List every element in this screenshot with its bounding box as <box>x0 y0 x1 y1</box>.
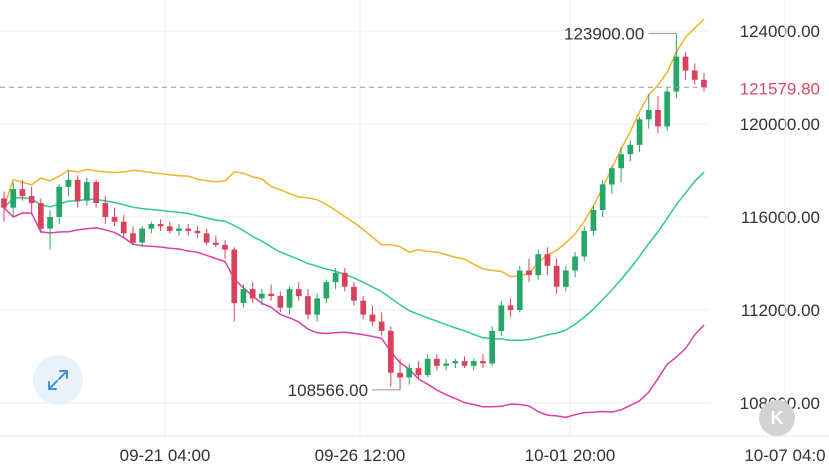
candle-body <box>599 184 606 210</box>
candle-body <box>277 296 284 308</box>
candle-body <box>240 289 247 303</box>
candle-body <box>590 210 597 231</box>
candle-body <box>498 305 505 331</box>
candle-body <box>295 289 302 297</box>
bollinger-middle-line <box>3 171 705 342</box>
candle-body <box>360 300 367 315</box>
candle-body <box>682 56 689 71</box>
candle-body <box>470 361 477 366</box>
candle-body <box>93 182 99 203</box>
candle-body <box>148 224 155 229</box>
candle-body <box>664 91 670 127</box>
current-price-label: 121579.80 <box>740 79 820 98</box>
candle-body <box>185 228 192 231</box>
candle-body <box>507 305 514 310</box>
candle-body <box>222 244 228 250</box>
y-tick-label: 112000.00 <box>741 301 820 320</box>
candle-body <box>1 198 7 208</box>
candle-body <box>424 358 431 376</box>
candle-body <box>38 203 44 229</box>
candle-body <box>130 233 136 243</box>
candle-body <box>111 217 118 222</box>
candle-body <box>231 249 238 304</box>
candle-body <box>443 363 449 366</box>
fullscreen-button[interactable] <box>33 355 83 405</box>
candle-body <box>341 272 348 287</box>
candle-body <box>351 286 357 301</box>
candle-body <box>645 110 652 120</box>
candle-body <box>489 330 495 364</box>
expand-arrows-icon <box>48 370 68 390</box>
candle-body <box>332 272 339 283</box>
candle-body <box>249 289 256 299</box>
candle-body <box>56 186 63 217</box>
y-tick-label: 120000.00 <box>740 115 820 134</box>
candle-body <box>65 179 72 187</box>
candle-body <box>388 330 394 373</box>
candle-body <box>102 203 109 217</box>
candle-body <box>157 224 164 227</box>
candle-body <box>305 296 311 315</box>
x-tick-label: 10-07 04:0 <box>744 446 825 465</box>
candle-body <box>176 228 182 231</box>
k-logo-button[interactable]: K <box>759 400 795 436</box>
x-tick-label: 09-21 04:00 <box>120 446 211 465</box>
bollinger-upper-line <box>3 18 705 278</box>
candle-body <box>627 144 634 155</box>
candle-body <box>369 314 376 322</box>
candle-body <box>19 189 26 197</box>
candle-body <box>452 361 459 364</box>
candle-body <box>47 217 53 229</box>
candle-body <box>434 358 440 366</box>
candle-body <box>28 196 35 204</box>
candle-body <box>572 256 578 271</box>
candle-body <box>84 182 90 201</box>
candle-body <box>74 179 81 201</box>
candle-body <box>10 189 17 208</box>
candle-body <box>655 110 661 127</box>
candle-body <box>286 289 293 308</box>
candle-body <box>553 265 560 287</box>
low-price-label: 108566.00 <box>288 381 368 400</box>
y-tick-label: 116000.00 <box>741 208 820 227</box>
high-price-label: 123900.00 <box>564 24 644 43</box>
candle-body <box>194 230 201 234</box>
candle-body <box>636 119 643 145</box>
candle-body <box>480 361 486 364</box>
x-tick-label: 09-26 12:00 <box>315 446 406 465</box>
candle-body <box>213 242 219 245</box>
candle-body <box>618 154 624 169</box>
x-tick-label: 10-01 20:00 <box>525 446 616 465</box>
candle-body <box>323 282 330 299</box>
y-tick-label: 124000.00 <box>740 22 820 41</box>
candle-body <box>259 293 265 299</box>
candle-body <box>581 230 588 257</box>
candle-body <box>268 293 274 296</box>
k-label: K <box>770 407 784 428</box>
candle-body <box>139 228 145 243</box>
candle-body <box>544 254 551 266</box>
candle-body <box>526 270 532 276</box>
candle-body <box>415 368 422 376</box>
candle-body <box>166 226 173 231</box>
candle-body <box>701 79 707 88</box>
candle-body <box>691 70 698 80</box>
candle-body <box>609 168 615 185</box>
candle-body <box>120 221 127 234</box>
candle-body <box>516 270 523 310</box>
candle-body <box>673 56 680 92</box>
bollinger-lower-line <box>3 207 705 419</box>
candle-body <box>203 233 210 243</box>
candle-body <box>378 321 385 331</box>
candle-body <box>397 372 403 378</box>
candle-body <box>535 254 542 276</box>
candle-body <box>461 361 468 366</box>
candle-body <box>314 298 320 315</box>
candle-body <box>563 270 569 287</box>
candle-body <box>406 368 413 378</box>
